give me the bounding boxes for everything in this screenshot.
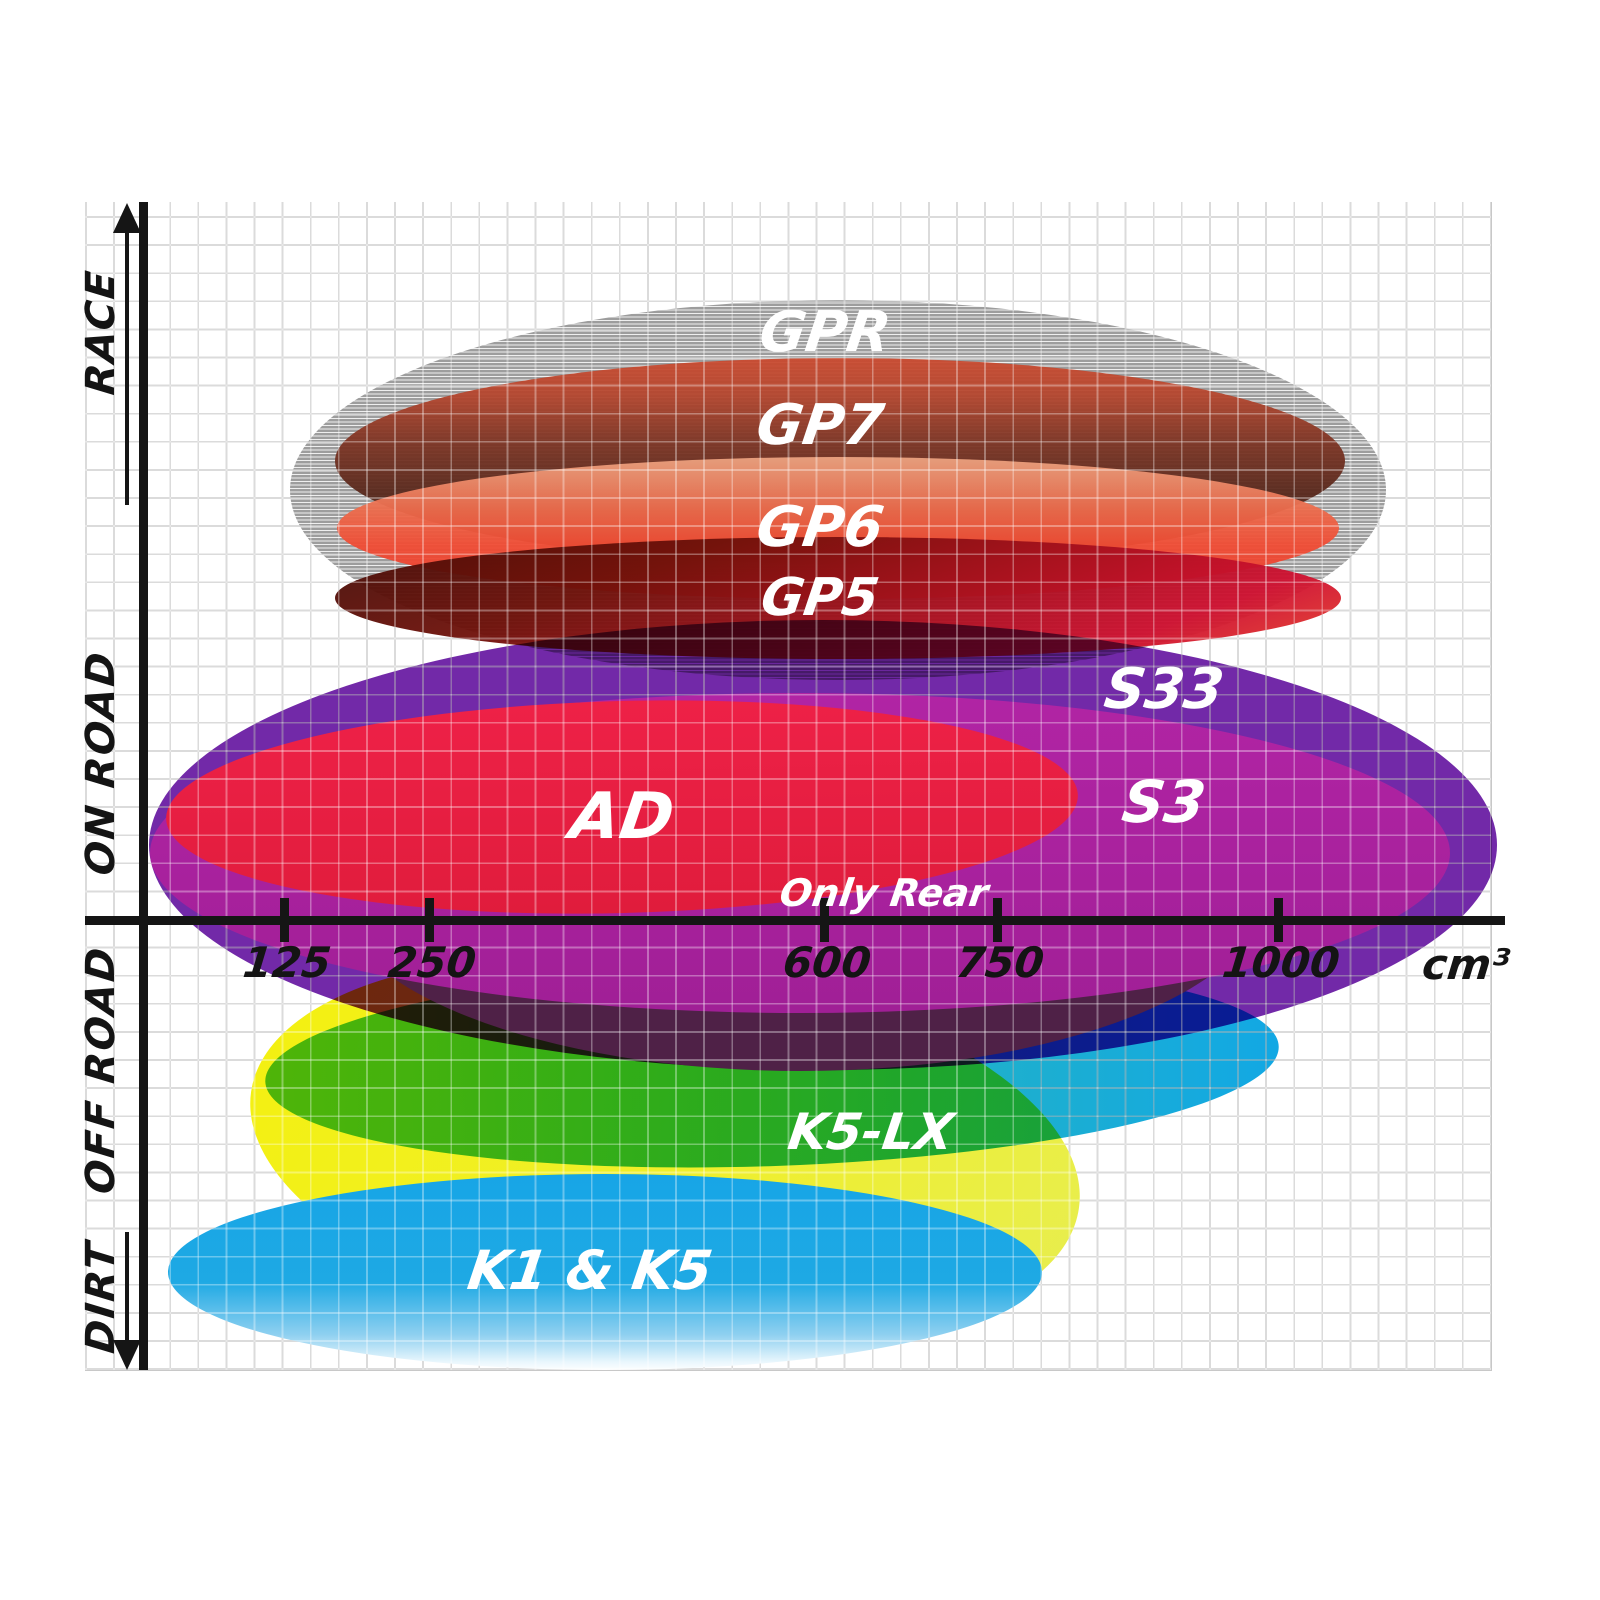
x-tick-label-750: 750	[953, 938, 1047, 987]
label-ad: AD	[565, 780, 679, 854]
label-gp6: GP6	[752, 495, 888, 560]
dirt-arrow-line	[125, 1232, 129, 1345]
label-gp7: GP7	[752, 393, 888, 458]
ellipse-k1-k5	[168, 1174, 1042, 1370]
label-s3: S3	[1118, 768, 1210, 836]
x-tick-250	[425, 898, 434, 942]
y-label-dirt: DIRT	[78, 1238, 124, 1356]
y-label-race: RACE	[78, 266, 124, 398]
x-tick-label-125: 125	[240, 938, 334, 987]
x-tick-600	[820, 898, 829, 942]
label-gpr: GPR	[755, 300, 895, 365]
x-axis-unit-label: cm³	[1419, 940, 1513, 989]
y-axis-line	[139, 202, 148, 1370]
race-up-arrow-icon	[113, 203, 141, 233]
label-k1-k5: K1 & K5	[463, 1239, 717, 1302]
label-only-rear: Only Rear	[776, 871, 992, 915]
race-arrow-line	[125, 230, 129, 505]
dirt-down-arrow-icon	[113, 1340, 141, 1370]
x-tick-1000	[1274, 898, 1283, 942]
x-tick-label-250: 250	[385, 938, 479, 987]
y-label-on-road: ON ROAD	[78, 648, 124, 878]
label-s33: S33	[1100, 657, 1228, 722]
label-gp5: GP5	[757, 568, 883, 628]
y-label-off-road: OFF ROAD	[78, 943, 124, 1197]
x-axis-line	[85, 916, 1505, 925]
x-tick-750	[993, 898, 1002, 942]
x-tick-label-1000: 1000	[1220, 938, 1343, 987]
label-k5-lx: K5-LX	[784, 1103, 958, 1161]
x-tick-label-600: 600	[780, 938, 874, 987]
x-tick-125	[280, 898, 289, 942]
